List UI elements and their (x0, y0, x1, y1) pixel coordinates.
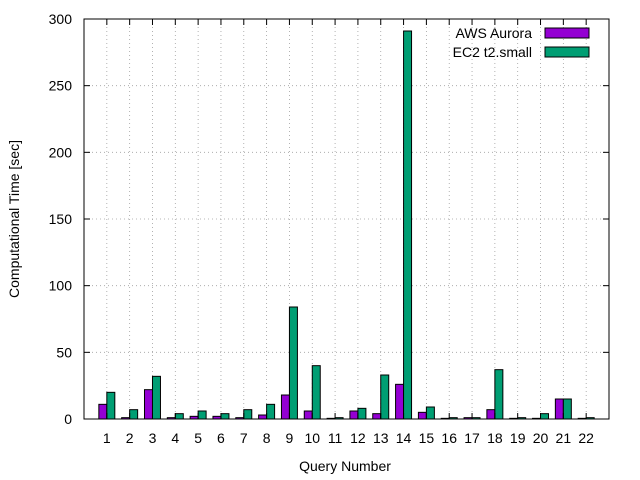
x-axis-label: Query Number (299, 458, 391, 474)
y-tick-label: 0 (64, 411, 72, 427)
bar-ec2-t2-small (357, 407, 367, 420)
x-tick-label: 11 (328, 430, 343, 446)
x-tick-label: 20 (533, 430, 549, 446)
y-tick-label: 250 (49, 78, 73, 94)
x-tick-label: 5 (194, 430, 202, 446)
x-tick-label: 8 (263, 430, 271, 446)
x-tick-label: 19 (510, 430, 526, 446)
y-tick-label: 150 (49, 211, 73, 227)
bar-ec2-t2-small (494, 369, 504, 420)
bar-aws-aurora (554, 398, 564, 420)
bar-aws-aurora (258, 414, 268, 420)
y-axis-label: Computational Time [sec] (6, 140, 22, 298)
x-tick-label: 2 (126, 430, 134, 446)
bar-ec2-t2-small (266, 403, 276, 420)
bar-ec2-t2-small (106, 391, 116, 420)
x-tick-label: 15 (419, 430, 435, 446)
x-tick-label: 6 (217, 430, 225, 446)
bar-ec2-t2-small (243, 409, 253, 420)
x-tick-label: 3 (149, 430, 157, 446)
bar-ec2-t2-small (288, 306, 298, 420)
bar-aws-aurora (486, 409, 496, 420)
bar-aws-aurora (395, 383, 405, 420)
x-tick-label: 14 (396, 430, 412, 446)
bar-ec2-t2-small (425, 406, 435, 420)
legend-swatch (544, 27, 590, 39)
legend-label: EC2 t2.small (453, 44, 532, 60)
bar-aws-aurora (303, 410, 313, 420)
x-tick-label: 9 (286, 430, 294, 446)
x-tick-label: 18 (487, 430, 503, 446)
y-tick-label: 300 (49, 11, 73, 27)
bar-ec2-t2-small (540, 413, 550, 420)
x-tick-label: 1 (103, 430, 111, 446)
x-axis-ticks: 1 2 3 4 5 6 7 8 9 10 11 12 13 14 15 16 17 18 19 20 21 22 (103, 19, 594, 446)
y-tick-label: 50 (56, 344, 72, 360)
x-tick-label: 4 (171, 430, 179, 446)
x-tick-label: 7 (240, 430, 248, 446)
bar-ec2-t2-small (403, 30, 413, 420)
x-tick-label: 22 (578, 430, 594, 446)
bar-aws-aurora (280, 394, 290, 420)
bars (98, 30, 595, 420)
bar-ec2-t2-small (151, 375, 161, 420)
bar-aws-aurora (349, 410, 359, 420)
x-tick-label: 16 (441, 430, 457, 446)
y-tick-label: 100 (49, 278, 73, 294)
legend-label: AWS Aurora (455, 25, 532, 41)
x-tick-label: 13 (373, 430, 389, 446)
bar-aws-aurora (98, 403, 108, 420)
x-tick-label: 21 (556, 430, 572, 446)
x-tick-label: 17 (464, 430, 480, 446)
bar-ec2-t2-small (311, 365, 321, 420)
bar-ec2-t2-small (174, 413, 184, 420)
bar-aws-aurora (417, 411, 427, 420)
legend: AWS Aurora EC2 t2.small (453, 25, 590, 60)
legend-swatch (544, 46, 590, 58)
grid-lines (84, 19, 609, 419)
bar-ec2-t2-small (220, 413, 230, 420)
y-tick-label: 200 (49, 144, 73, 160)
y-axis-ticks: 0 50 100 150 200 250 300 (49, 11, 609, 427)
x-tick-label: 12 (350, 430, 366, 446)
bar-ec2-t2-small (562, 398, 572, 420)
bar-ec2-t2-small (129, 409, 139, 420)
x-tick-label: 10 (304, 430, 320, 446)
plot-border (83, 18, 610, 420)
bar-ec2-t2-small (197, 410, 207, 420)
bar-aws-aurora (143, 389, 153, 420)
bar-ec2-t2-small (380, 374, 390, 420)
bar-aws-aurora (372, 413, 382, 420)
